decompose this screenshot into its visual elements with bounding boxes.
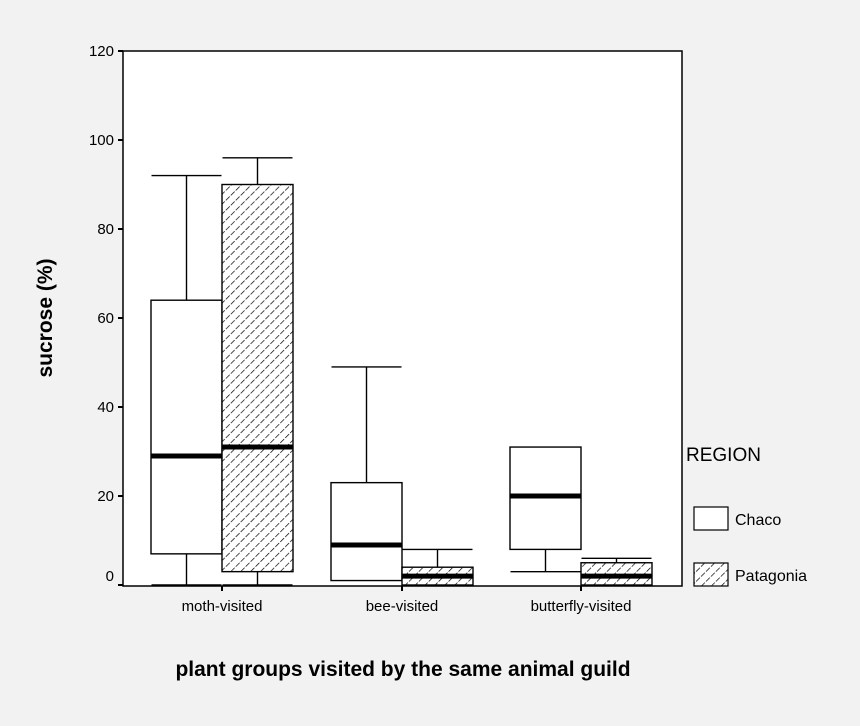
- box-chaco-moth-visited: [150, 174, 223, 586]
- box-patagonia-butterfly-visited: [580, 557, 653, 586]
- box-iqr: [150, 299, 223, 555]
- legend-title: REGION: [686, 445, 761, 466]
- legend-label-patagonia: Patagonia: [735, 568, 807, 585]
- y-tick-label: 60: [97, 310, 114, 327]
- x-axis-title: plant groups visited by the same animal …: [175, 658, 630, 681]
- box-patagonia-moth-visited: [221, 157, 294, 586]
- x-axis: moth-visited bee-visited butterfly-visited: [182, 586, 632, 615]
- y-tick-label: 20: [97, 488, 114, 505]
- box-iqr: [221, 183, 294, 573]
- box-chaco-butterfly-visited: [509, 446, 582, 573]
- legend-swatch-patagonia: [693, 562, 729, 587]
- y-tick-label: 100: [89, 132, 114, 149]
- box-patagonia-bee-visited: [401, 548, 474, 586]
- x-tick-label: moth-visited: [182, 598, 263, 615]
- y-tick-label: 120: [89, 43, 114, 60]
- box-chaco-bee-visited: [330, 366, 403, 582]
- box-iqr: [330, 481, 403, 582]
- y-tick-label: 0: [106, 568, 114, 585]
- x-tick-label: butterfly-visited: [531, 598, 632, 615]
- y-axis-title: sucrose (%): [34, 258, 57, 377]
- y-tick-label: 80: [97, 221, 114, 238]
- legend-swatch-chaco: [693, 506, 729, 531]
- y-tick-label: 40: [97, 399, 114, 416]
- legend-label-chaco: Chaco: [735, 512, 781, 529]
- y-axis: 0 20 40 60 80 100 120: [89, 43, 123, 586]
- x-tick-label: bee-visited: [366, 598, 439, 615]
- box-series: [150, 157, 653, 586]
- legend: REGION Chaco Patagonia: [686, 445, 807, 587]
